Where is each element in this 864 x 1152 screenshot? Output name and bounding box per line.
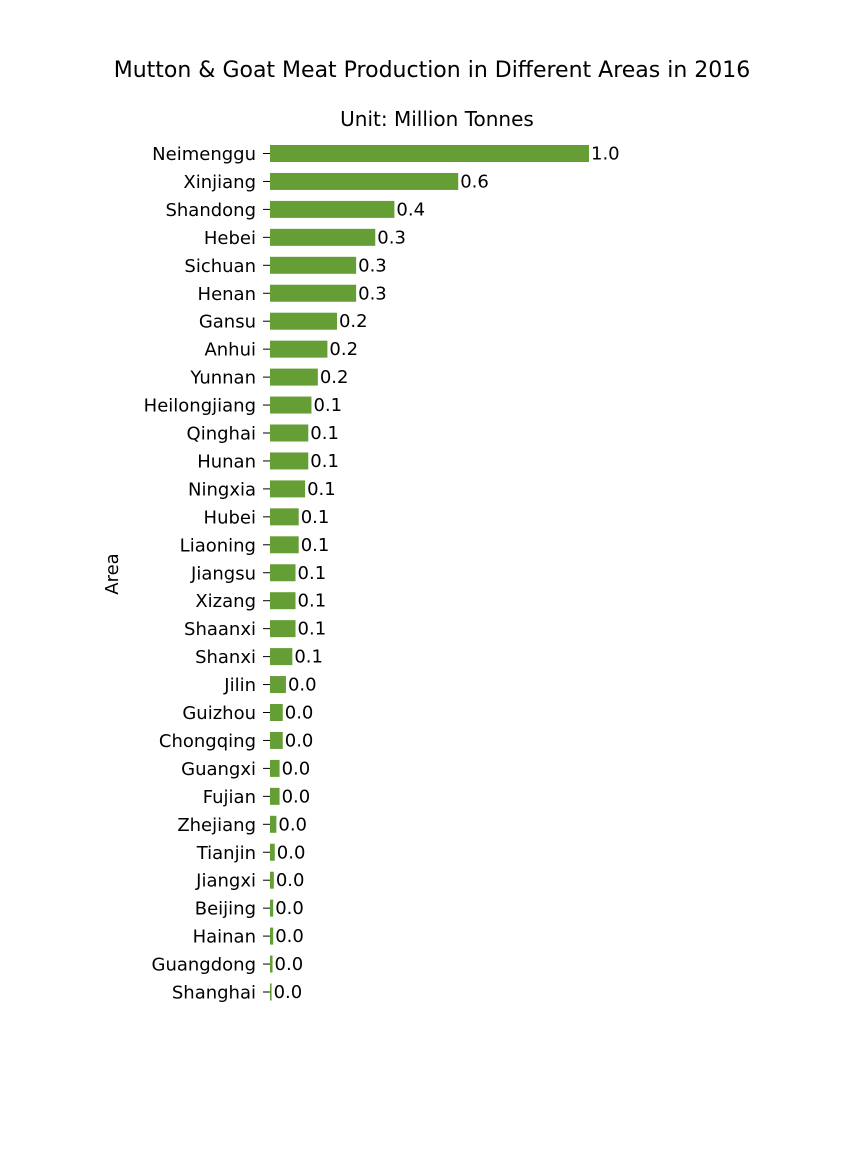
bar-value-label: 0.1: [294, 647, 323, 668]
bar: [270, 815, 277, 833]
y-tick-label: Guizhou: [182, 703, 256, 724]
bar: [270, 592, 296, 610]
bar-value-label: 0.0: [277, 842, 306, 863]
y-tick-label: Jilin: [223, 675, 256, 696]
bar-value-label: 0.0: [278, 814, 307, 835]
bar-value-label: 1.0: [591, 144, 620, 165]
bar-value-label: 0.0: [275, 926, 304, 947]
bar: [270, 676, 286, 694]
y-tick-label: Shaanxi: [184, 619, 256, 640]
bar-value-label: 0.1: [298, 563, 327, 584]
bar: [270, 312, 337, 330]
y-tick-label: Heilongjiang: [144, 396, 256, 417]
bar: [270, 508, 299, 526]
bar: [270, 983, 272, 1001]
bar: [270, 731, 283, 749]
bar: [270, 340, 328, 358]
bar: [270, 200, 395, 218]
y-tick-label: Qinghai: [187, 424, 256, 445]
y-tick-label: Henan: [198, 284, 256, 305]
y-tick-label: Hainan: [193, 927, 256, 948]
bar-value-label: 0.0: [285, 730, 314, 751]
y-tick-label: Zhejiang: [177, 815, 256, 836]
bar-value-label: 0.1: [301, 507, 330, 528]
bar-value-label: 0.0: [282, 758, 311, 779]
bar-value-label: 0.0: [276, 870, 305, 891]
bar-value-label: 0.1: [298, 619, 327, 640]
y-tick-label: Beijing: [195, 899, 256, 920]
bar: [270, 480, 306, 498]
bar-value-label: 0.2: [329, 339, 358, 360]
y-tick-label: Xinjiang: [183, 172, 256, 193]
y-tick-label: Hebei: [204, 228, 256, 249]
bar-value-label: 0.0: [275, 954, 304, 975]
bar-value-label: 0.6: [460, 171, 489, 192]
y-tick-label: Xizang: [195, 591, 256, 612]
y-tick-label: Hubei: [204, 507, 256, 528]
bar-value-label: 0.0: [274, 982, 303, 1003]
y-tick-label: Shandong: [165, 200, 256, 221]
bar: [270, 620, 296, 638]
y-tick-label: Ningxia: [188, 479, 256, 500]
bar-value-label: 0.1: [307, 479, 336, 500]
bar-value-label: 0.1: [310, 423, 339, 444]
bar: [270, 927, 274, 945]
y-tick-label: Guangdong: [152, 955, 257, 976]
y-tick-label: Sichuan: [184, 256, 256, 277]
bar: [270, 396, 312, 414]
bar-value-label: 0.0: [275, 898, 304, 919]
y-axis-label: Area: [102, 553, 123, 594]
y-tick-label: Anhui: [204, 340, 256, 361]
y-tick-label: Fujian: [203, 787, 256, 808]
chart-subtitle: Unit: Million Tonnes: [340, 107, 534, 131]
y-tick-label: Hunan: [197, 451, 256, 472]
y-tick-label: Liaoning: [180, 535, 256, 556]
bar: [270, 648, 293, 666]
bar: [270, 172, 459, 190]
bar-value-label: 0.1: [298, 591, 327, 612]
y-tick-label: Jiangsu: [190, 563, 256, 584]
bar: [270, 955, 273, 973]
bar-value-label: 0.1: [310, 451, 339, 472]
bar-value-label: 0.2: [339, 311, 368, 332]
bar: [270, 871, 274, 889]
bar: [270, 228, 376, 246]
y-tick-label: Chongqing: [159, 731, 256, 752]
bar: [270, 145, 589, 162]
bar: [270, 899, 274, 917]
bar: [270, 704, 283, 721]
chart-title: Mutton & Goat Meat Production in Differe…: [114, 58, 751, 83]
plot-area: Neimenggu 1.0 Xinjiang 0.6 Shandong 0.4 Hebei 0…: [144, 144, 620, 1004]
y-tick-label: Neimenggu: [152, 144, 256, 165]
y-tick-label: Shanxi: [195, 647, 256, 668]
y-tick-label: Tianjin: [196, 843, 256, 864]
bar-value-label: 0.1: [313, 395, 342, 416]
bar: [270, 424, 309, 442]
bar: [270, 536, 299, 554]
bar: [270, 843, 275, 861]
bar-value-label: 0.3: [358, 283, 387, 304]
bar-value-label: 0.3: [358, 255, 387, 276]
bar: [270, 787, 280, 805]
y-tick-label: Gansu: [199, 312, 256, 333]
bar-value-label: 0.0: [288, 675, 317, 696]
bar-value-label: 0.2: [320, 367, 349, 388]
y-tick-label: Guangxi: [181, 759, 256, 780]
bar: [270, 759, 280, 777]
bar: [270, 284, 357, 302]
bar: [270, 452, 309, 470]
y-tick-label: Shanghai: [172, 983, 256, 1004]
bar-value-label: 0.1: [301, 535, 330, 556]
bar: [270, 256, 357, 274]
bar-value-label: 0.4: [396, 199, 425, 220]
y-tick-label: Jiangxi: [195, 871, 256, 892]
bar: [270, 564, 296, 582]
bar-value-label: 0.0: [285, 703, 314, 724]
bar-value-label: 0.0: [282, 786, 311, 807]
y-tick-label: Yunnan: [189, 368, 256, 389]
bar: [270, 368, 318, 386]
bar-value-label: 0.3: [377, 227, 406, 248]
